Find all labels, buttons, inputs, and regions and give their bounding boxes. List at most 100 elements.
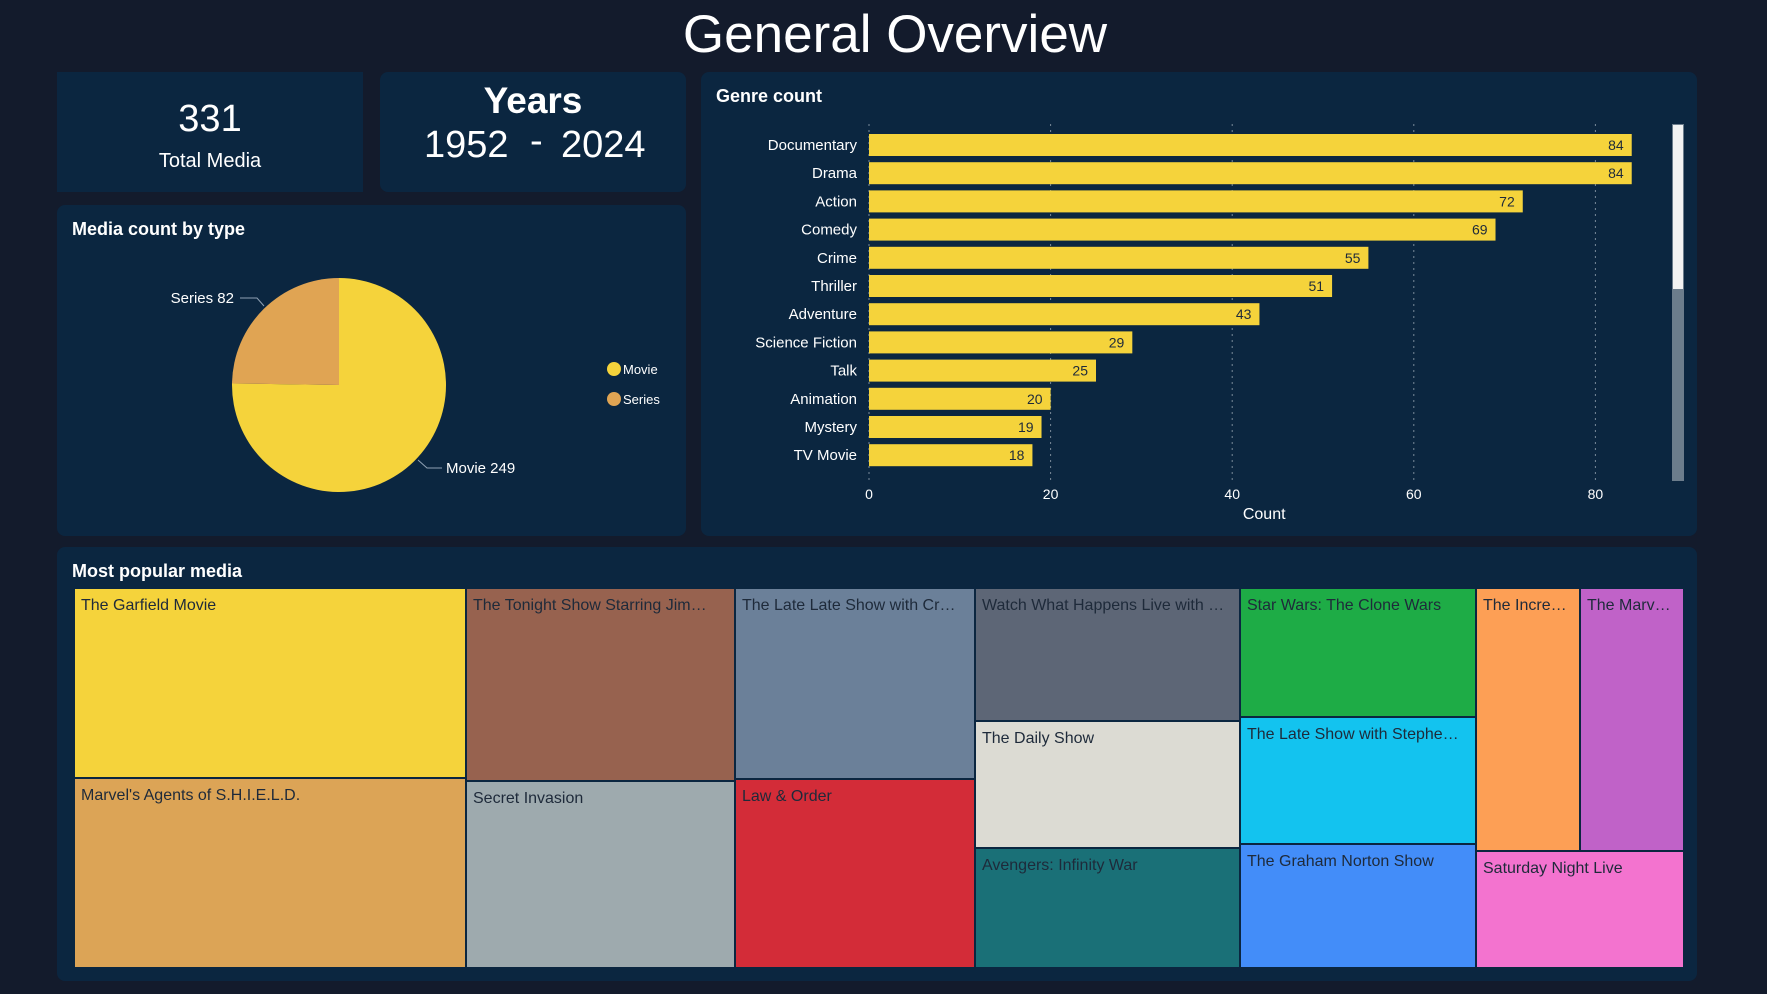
bar-tv-movie[interactable]	[869, 444, 1033, 467]
y-tick-label: Talk	[830, 363, 857, 380]
series-label-leader	[240, 297, 265, 307]
legend-series-label[interactable]: Series	[623, 392, 660, 407]
treemap-tile-label: Saturday Night Live	[1483, 860, 1623, 877]
bar-value-label: 20	[1027, 391, 1043, 407]
pie-label-movie: Movie 249	[446, 460, 515, 477]
treemap-tile-label: The Daily Show	[982, 730, 1095, 747]
legend-series-marker[interactable]	[607, 392, 621, 406]
bar-drama[interactable]	[869, 162, 1632, 185]
treemap-tile-label: The Late Show with Stephe…	[1247, 726, 1459, 743]
x-tick-label: 60	[1406, 486, 1422, 502]
treemap-tile[interactable]: The Marv…	[1580, 588, 1684, 851]
treemap-tile[interactable]: Saturday Night Live	[1476, 851, 1684, 968]
movie-label-leader	[417, 459, 442, 469]
bar-value-label: 29	[1109, 334, 1125, 350]
years-start: 1952	[424, 124, 509, 166]
treemap-tile-label: The Graham Norton Show	[1247, 853, 1434, 870]
bar-value-label: 18	[1009, 447, 1025, 463]
genre-count-title: Genre count	[716, 86, 823, 106]
x-tick-label: 40	[1224, 486, 1240, 502]
total-media-value: 331	[178, 98, 242, 140]
total-media-label: Total Media	[158, 150, 262, 172]
treemap-tile-label: Marvel's Agents of S.H.I.E.L.D.	[81, 787, 301, 804]
y-tick-label: Comedy	[801, 222, 857, 239]
genre-bar-chart: 0 20 40 60 80 Count Documentary 84 Drama 84 Action…	[755, 124, 1632, 523]
bar-mystery[interactable]	[869, 416, 1042, 438]
y-tick-label: Mystery	[805, 419, 858, 436]
legend-movie-marker[interactable]	[607, 362, 621, 376]
bar-value-label: 69	[1472, 222, 1488, 238]
treemap-tile-label: The Incre…	[1483, 597, 1567, 614]
bar-value-label: 43	[1236, 306, 1252, 322]
bar-action[interactable]	[869, 190, 1523, 213]
bar-crime[interactable]	[869, 246, 1369, 269]
treemap-tile-label: Watch What Happens Live with …	[982, 597, 1225, 614]
treemap-tile[interactable]: Avengers: Infinity War	[975, 848, 1240, 968]
years-label: Years	[483, 80, 583, 121]
treemap-tile-label: Avengers: Infinity War	[982, 857, 1138, 874]
y-tick-label: Adventure	[789, 306, 857, 323]
bar-comedy[interactable]	[869, 218, 1496, 241]
media-type-card: Media count by type Series 82 Movie 249 …	[57, 205, 686, 536]
treemap-tile-label: Law & Order	[742, 788, 832, 805]
popular-media-title: Most popular media	[72, 561, 243, 581]
y-tick-label: TV Movie	[794, 447, 857, 464]
bar-talk[interactable]	[869, 359, 1096, 382]
treemap-tile[interactable]: The Graham Norton Show	[1240, 844, 1476, 968]
bar-value-label: 25	[1072, 363, 1088, 379]
y-tick-label: Animation	[790, 391, 857, 408]
genre-count-card: Genre count 0 20 40 60 80 Count Documentary 84 D…	[701, 72, 1697, 536]
page-title: General Overview	[682, 5, 1108, 64]
pie-label-series: Series 82	[171, 290, 234, 307]
chart-scrollbar-thumb[interactable]	[1673, 125, 1683, 289]
popular-media-card: Most popular media The Garfield Movie Mar…	[57, 547, 1697, 981]
treemap-tile-label: The Garfield Movie	[81, 597, 217, 614]
treemap-tile[interactable]: The Late Late Show with Cr…	[735, 588, 975, 779]
bar-value-label: 55	[1345, 250, 1361, 266]
bar-adventure[interactable]	[869, 303, 1260, 326]
treemap-tile[interactable]: Star Wars: The Clone Wars	[1240, 588, 1476, 717]
treemap-tile[interactable]: The Late Show with Stephe…	[1240, 717, 1476, 844]
bar-thriller[interactable]	[869, 275, 1333, 297]
treemap-tile[interactable]: Law & Order	[735, 779, 975, 968]
bar-value-label: 19	[1018, 419, 1034, 435]
media-type-title: Media count by type	[72, 219, 246, 239]
x-axis-label: Count	[1243, 506, 1286, 523]
years-end: 2024	[561, 124, 646, 166]
legend-movie-label[interactable]: Movie	[623, 362, 658, 377]
bar-value-label: 84	[1608, 165, 1624, 181]
y-tick-label: Thriller	[811, 278, 857, 295]
treemap-tile[interactable]: Secret Invasion	[466, 781, 735, 968]
x-tick-label: 0	[865, 486, 873, 502]
pie-slice-series[interactable]	[232, 278, 339, 385]
treemap-tile[interactable]: The Incre…	[1476, 588, 1580, 851]
y-tick-label: Documentary	[768, 137, 858, 154]
y-tick-label: Crime	[817, 250, 857, 267]
treemap-tile-label: The Tonight Show Starring Jim…	[473, 597, 707, 614]
x-tick-label: 20	[1043, 486, 1059, 502]
total-media-card: 331 Total Media	[57, 72, 363, 192]
years-separator: -	[530, 120, 543, 162]
treemap-tile[interactable]: Watch What Happens Live with …	[975, 588, 1240, 721]
treemap-tile[interactable]: The Tonight Show Starring Jim…	[466, 588, 735, 781]
years-card: Years 1952 - 2024	[380, 72, 686, 192]
treemap-tile-label: Star Wars: The Clone Wars	[1247, 597, 1442, 614]
treemap-tile[interactable]: The Garfield Movie	[74, 588, 466, 778]
x-tick-label: 80	[1588, 486, 1604, 502]
bar-value-label: 51	[1309, 278, 1325, 294]
bar-documentary[interactable]	[869, 134, 1632, 156]
media-type-pie-chart: Series 82 Movie 249 Movie Series	[171, 278, 660, 492]
treemap-tile-label: The Late Late Show with Cr…	[742, 597, 956, 614]
bar-value-label: 84	[1608, 137, 1624, 153]
y-tick-label: Drama	[812, 165, 858, 182]
bar-animation[interactable]	[869, 387, 1051, 410]
treemap-tile[interactable]: Marvel's Agents of S.H.I.E.L.D.	[74, 778, 466, 968]
treemap-tile[interactable]: The Daily Show	[975, 721, 1240, 848]
bar-value-label: 72	[1499, 193, 1515, 209]
y-tick-label: Science Fiction	[755, 334, 857, 351]
bar-science-fiction[interactable]	[869, 331, 1133, 354]
popular-media-treemap: The Garfield Movie Marvel's Agents of S.H…	[57, 547, 1697, 981]
treemap-tile-label: The Marv…	[1587, 597, 1671, 614]
treemap-tile-label: Secret Invasion	[473, 790, 584, 807]
